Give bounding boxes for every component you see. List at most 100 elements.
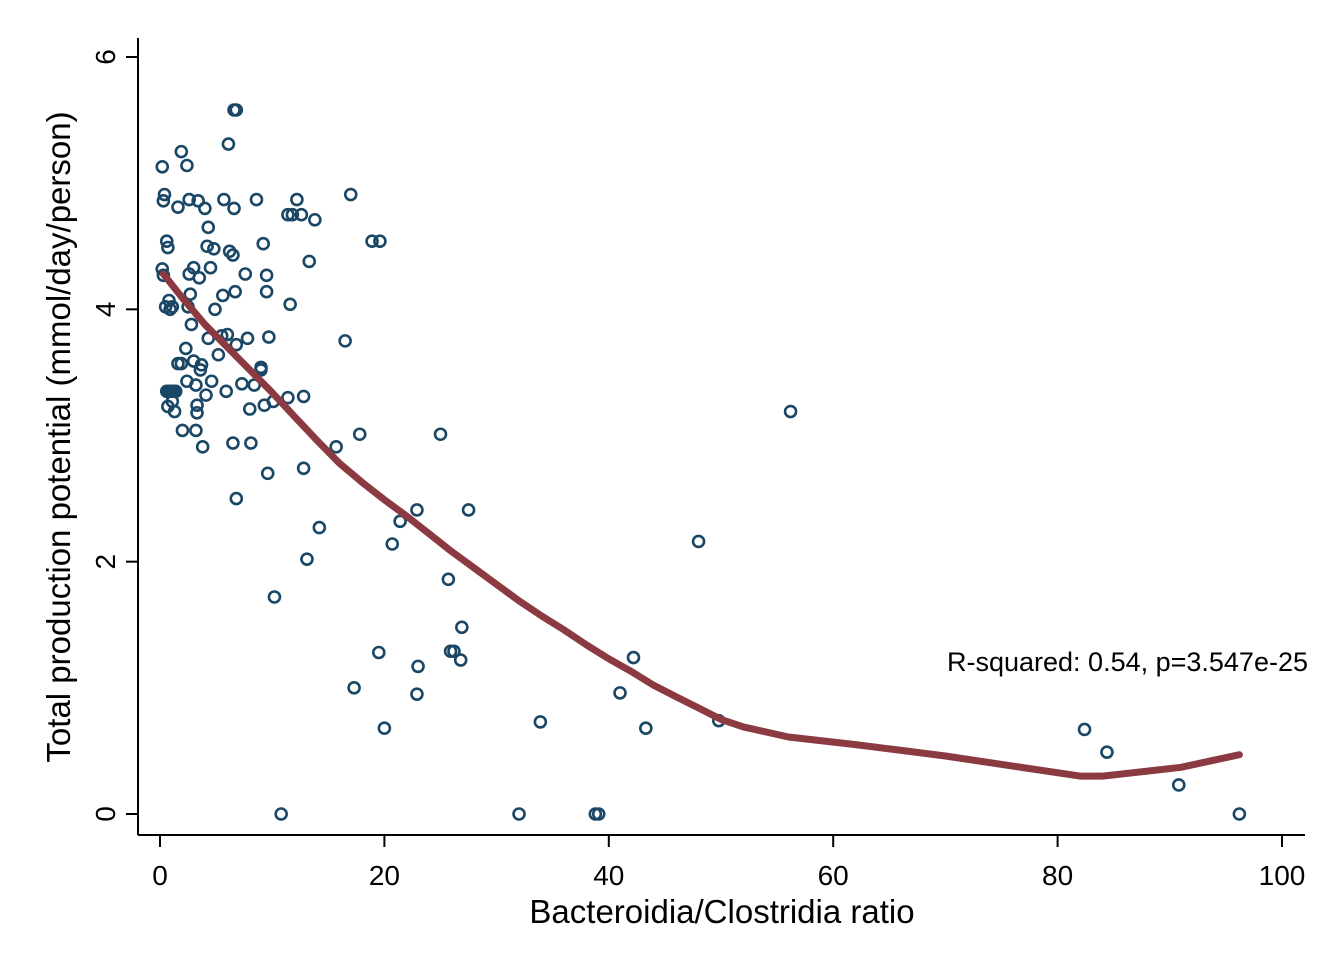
data-point bbox=[352, 427, 367, 442]
data-point bbox=[267, 590, 282, 604]
data-point bbox=[201, 220, 216, 235]
data-point bbox=[411, 659, 425, 674]
data-point bbox=[385, 537, 400, 551]
data-point bbox=[186, 260, 201, 275]
x-tick-label: 40 bbox=[593, 860, 624, 891]
data-point bbox=[192, 270, 207, 285]
data-point bbox=[200, 239, 214, 254]
data-point bbox=[329, 440, 343, 454]
data-point bbox=[338, 334, 352, 348]
axes: 0 2 4 6 0 20 40 60 80 100 bbox=[90, 38, 1305, 891]
data-point bbox=[613, 686, 627, 700]
data-point bbox=[302, 254, 317, 269]
data-point bbox=[296, 389, 311, 404]
y-axis-title: Total production potential (mmol/day/per… bbox=[40, 111, 77, 762]
data-point bbox=[281, 390, 295, 405]
data-point bbox=[447, 644, 461, 659]
data-point bbox=[453, 653, 468, 667]
data-point bbox=[157, 187, 172, 202]
data-point bbox=[203, 260, 218, 275]
data-point bbox=[259, 268, 274, 283]
data-point bbox=[167, 404, 182, 419]
data-point bbox=[194, 358, 209, 372]
data-point bbox=[377, 721, 392, 736]
data-point bbox=[290, 192, 304, 207]
data-point bbox=[285, 207, 300, 222]
data-point bbox=[163, 302, 177, 317]
data-point bbox=[1171, 778, 1186, 792]
data-point bbox=[238, 267, 253, 281]
data-point bbox=[249, 192, 264, 207]
x-tick-label: 0 bbox=[152, 860, 168, 891]
data-point bbox=[274, 807, 288, 821]
data-point bbox=[373, 234, 387, 249]
x-tick-label: 100 bbox=[1259, 860, 1306, 891]
data-point bbox=[229, 491, 244, 506]
data-point bbox=[229, 103, 244, 117]
data-point bbox=[220, 327, 235, 342]
data-point bbox=[365, 234, 379, 249]
data-point bbox=[189, 378, 203, 392]
data-point bbox=[171, 200, 185, 214]
data-point bbox=[343, 187, 358, 202]
data-point bbox=[626, 650, 641, 665]
data-point bbox=[242, 402, 257, 416]
data-point bbox=[254, 360, 268, 375]
data-point bbox=[195, 440, 210, 454]
data-point bbox=[184, 317, 199, 332]
data-point bbox=[216, 288, 230, 303]
data-point bbox=[244, 436, 258, 450]
y-tick-label: 4 bbox=[90, 302, 121, 318]
data-point bbox=[691, 534, 706, 549]
data-point bbox=[256, 236, 271, 251]
data-point bbox=[226, 436, 240, 450]
data-point bbox=[221, 137, 236, 151]
data-point bbox=[639, 721, 653, 736]
data-point bbox=[783, 404, 798, 419]
data-point bbox=[283, 297, 297, 312]
data-point bbox=[433, 427, 448, 442]
y-tick-label: 2 bbox=[90, 554, 121, 570]
data-point bbox=[228, 284, 242, 299]
x-tick-label: 60 bbox=[818, 860, 849, 891]
data-point bbox=[312, 520, 327, 535]
data-point bbox=[410, 687, 424, 701]
data-point bbox=[191, 194, 205, 208]
data-point bbox=[165, 300, 180, 314]
data-point bbox=[182, 192, 196, 207]
data-point bbox=[247, 378, 262, 392]
data-point bbox=[217, 192, 231, 207]
data-point bbox=[262, 330, 276, 344]
data-point bbox=[512, 807, 526, 821]
data-point bbox=[1100, 745, 1114, 759]
fit-line bbox=[159, 270, 1243, 780]
data-point bbox=[461, 503, 476, 517]
data-point bbox=[1232, 807, 1247, 821]
data-point bbox=[591, 807, 606, 821]
y-axis-ticks: 0 2 4 6 bbox=[90, 49, 138, 822]
y-tick-label: 0 bbox=[90, 806, 121, 822]
data-point bbox=[371, 645, 386, 660]
data-point bbox=[161, 240, 175, 255]
data-point bbox=[347, 681, 361, 695]
x-tick-label: 20 bbox=[369, 860, 400, 891]
data-point bbox=[1077, 722, 1092, 737]
x-axis-title: Bacteroidia/Clostridia ratio bbox=[529, 893, 914, 930]
data-point bbox=[227, 201, 241, 216]
fit-line-layer bbox=[159, 270, 1243, 780]
data-point bbox=[155, 159, 170, 174]
data-point bbox=[174, 144, 189, 159]
data-point bbox=[281, 207, 295, 222]
data-point bbox=[300, 552, 314, 566]
data-point bbox=[410, 503, 424, 517]
data-point bbox=[198, 201, 212, 216]
data-point bbox=[260, 466, 275, 481]
data-point bbox=[393, 514, 407, 529]
data-point bbox=[240, 331, 255, 346]
data-point bbox=[219, 384, 233, 399]
data-point bbox=[190, 405, 204, 420]
data-point bbox=[226, 248, 240, 262]
data-point bbox=[180, 158, 194, 173]
